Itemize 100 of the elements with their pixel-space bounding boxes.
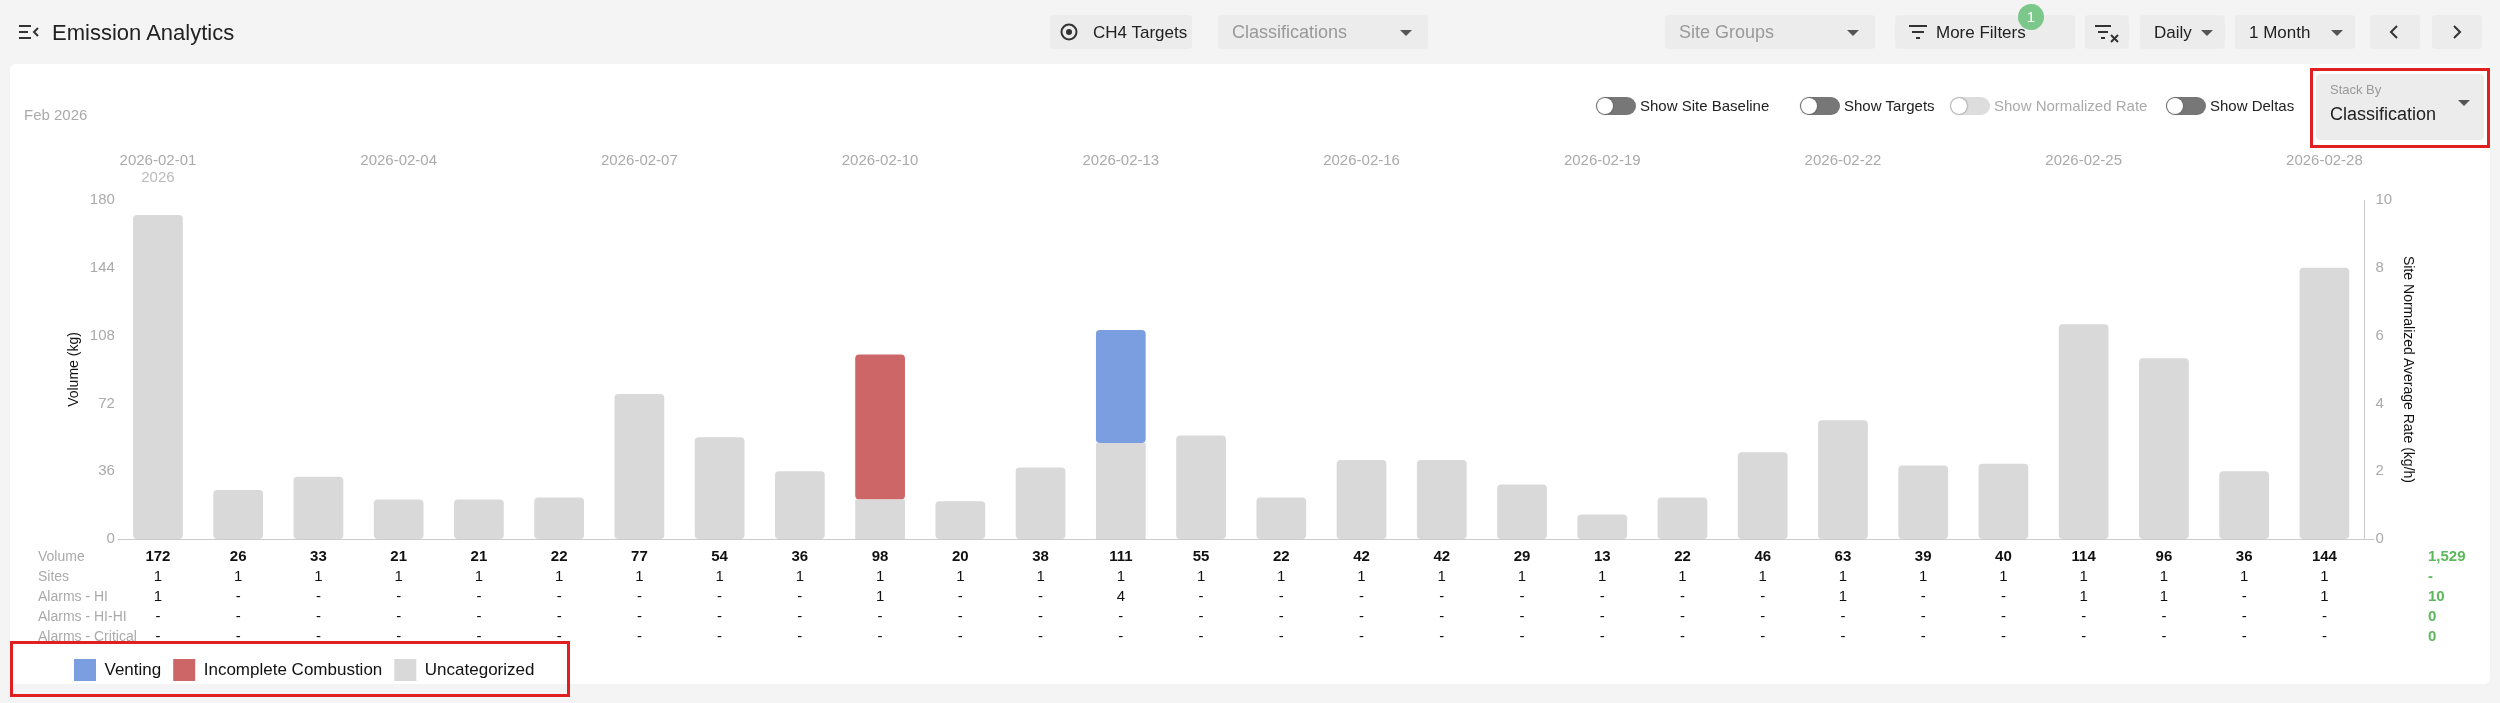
text: - xyxy=(556,607,562,625)
text: - xyxy=(1198,627,1204,645)
text: 1 xyxy=(2239,567,2249,585)
text: - xyxy=(315,627,321,645)
bar xyxy=(373,499,424,539)
text: - xyxy=(2241,587,2247,605)
text: - xyxy=(235,607,241,625)
bar xyxy=(2299,267,2350,539)
text: - xyxy=(1599,607,1605,625)
bar xyxy=(855,499,905,539)
text: Classification xyxy=(2330,104,2437,125)
total-label: 13 xyxy=(1593,547,1611,565)
text: - xyxy=(957,587,963,605)
text: 1 xyxy=(314,567,323,585)
text: - xyxy=(797,587,803,605)
text: 1 xyxy=(1437,567,1446,585)
text: - xyxy=(1038,587,1044,605)
text: - xyxy=(1519,587,1525,605)
text: 1 xyxy=(956,567,965,585)
text: - xyxy=(1439,587,1445,605)
total-label: 33 xyxy=(310,547,327,565)
text: - xyxy=(1760,607,1766,625)
text: 1 xyxy=(1678,567,1687,585)
x-tick-label: 2026-02-10 xyxy=(841,151,919,169)
text: - xyxy=(1198,587,1204,605)
total-label: 22 xyxy=(1674,547,1691,565)
x-tick-label: 2026-02-22 xyxy=(1804,151,1882,169)
text: - xyxy=(1679,627,1685,645)
text: - xyxy=(877,607,883,625)
x-tick-label: 2026-02-07 xyxy=(601,151,678,169)
total-label: 20 xyxy=(951,547,969,565)
total-label: 77 xyxy=(631,547,648,565)
chart-title: Emission Analytics xyxy=(52,20,235,46)
text: 10 xyxy=(2428,587,2445,605)
bar xyxy=(293,476,344,539)
text: - xyxy=(155,607,161,625)
text: Show Normalized Rate xyxy=(1994,97,2148,114)
text: - xyxy=(1760,627,1766,645)
bar xyxy=(1657,497,1708,539)
y-tick-label: 108 xyxy=(89,325,115,343)
text: - xyxy=(396,587,402,605)
x-tick-label: 2026-02-01 xyxy=(119,151,197,169)
text: 0 xyxy=(2428,627,2437,645)
text: 1 xyxy=(795,567,805,585)
text: - xyxy=(315,607,321,625)
total-label: 40 xyxy=(1995,547,2012,565)
text: - xyxy=(476,627,482,645)
text: - xyxy=(1278,587,1284,605)
text: CH4 Targets xyxy=(1093,23,1188,43)
text: - xyxy=(1519,607,1525,625)
text: - xyxy=(797,607,803,625)
text: - xyxy=(1920,607,1926,625)
total-label: 96 xyxy=(2155,547,2173,565)
bar xyxy=(1898,465,1949,539)
total-label: 21 xyxy=(390,547,408,565)
bar xyxy=(1336,459,1387,539)
text: Stack By xyxy=(2330,82,2382,97)
text: - xyxy=(717,627,723,645)
bar xyxy=(534,497,585,539)
bar xyxy=(1416,459,1467,539)
bar xyxy=(1737,452,1788,539)
bar xyxy=(1015,467,1066,539)
chart-subtitle: Feb 2026 xyxy=(24,106,88,123)
text: - xyxy=(2321,607,2327,625)
bar xyxy=(1095,329,1146,443)
total-label: 22 xyxy=(550,547,568,565)
total-label: 42 xyxy=(1433,547,1451,565)
text: Alarms - Critical xyxy=(38,627,137,644)
y-tick-label: 0 xyxy=(106,529,115,547)
text: - xyxy=(2081,627,2087,645)
text: - xyxy=(235,627,241,645)
bar xyxy=(1978,463,2029,539)
bar xyxy=(2058,324,2109,539)
text: - xyxy=(2241,607,2247,625)
total-label: 29 xyxy=(1513,547,1531,565)
text: - xyxy=(396,607,402,625)
y-axis-title: Volume (kg) xyxy=(65,332,82,407)
x-tick-label: 2026-02-16 xyxy=(1323,151,1400,169)
text: 1 xyxy=(474,567,484,585)
text: 1 xyxy=(1036,567,1045,585)
text: Site Groups xyxy=(1665,15,1875,49)
total-label: 36 xyxy=(2235,547,2253,565)
text: - xyxy=(1920,587,1926,605)
text: 1 xyxy=(2159,567,2169,585)
total-label: 26 xyxy=(229,547,247,565)
total-label: 111 xyxy=(1109,547,1133,565)
text: 1 xyxy=(153,587,163,605)
text: 4 xyxy=(1116,587,1125,605)
text: - xyxy=(556,587,562,605)
text: - xyxy=(636,587,642,605)
text: 1,529 xyxy=(2428,547,2466,565)
total-label: 42 xyxy=(1353,547,1370,565)
bar xyxy=(614,393,665,539)
text: 1 xyxy=(2079,587,2088,605)
text: 1 xyxy=(1598,567,1607,585)
text: - xyxy=(1359,587,1365,605)
bar xyxy=(855,354,905,500)
text: - xyxy=(1599,627,1605,645)
text: 1 xyxy=(2159,587,2169,605)
y2-axis-title: Site Normalized Average Rate (kg/h) xyxy=(2400,256,2417,483)
